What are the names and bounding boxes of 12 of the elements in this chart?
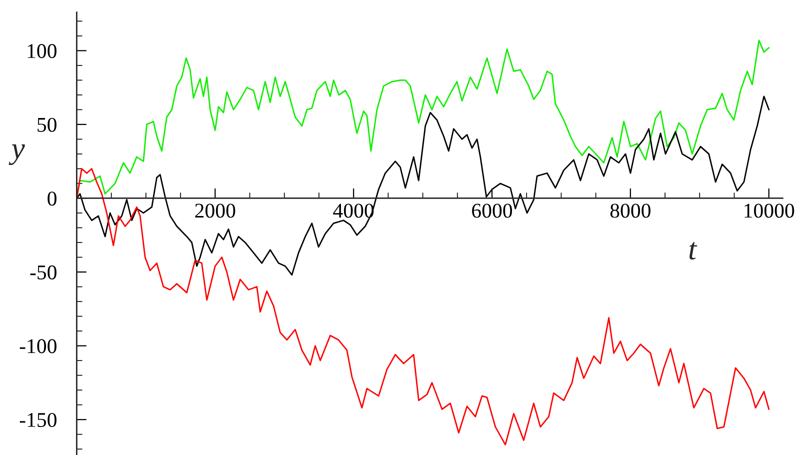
y-tick-label: -50 [30,265,56,280]
y-tick-label: 50 [38,118,56,132]
y-tick-label: -100 [20,339,56,354]
x-tick-label: 10000 [744,204,794,218]
y-tick-label: 100 [28,44,56,58]
x-tick-label: 8000 [610,204,650,218]
y-tick-label: -150 [20,412,56,428]
x-tick-label: 6000 [472,204,512,218]
x-tick-label: 2000 [195,204,236,218]
y-axis-title: y [8,144,25,166]
x-axis-title: t [689,242,698,260]
y-tick-label: 0 [48,192,56,206]
